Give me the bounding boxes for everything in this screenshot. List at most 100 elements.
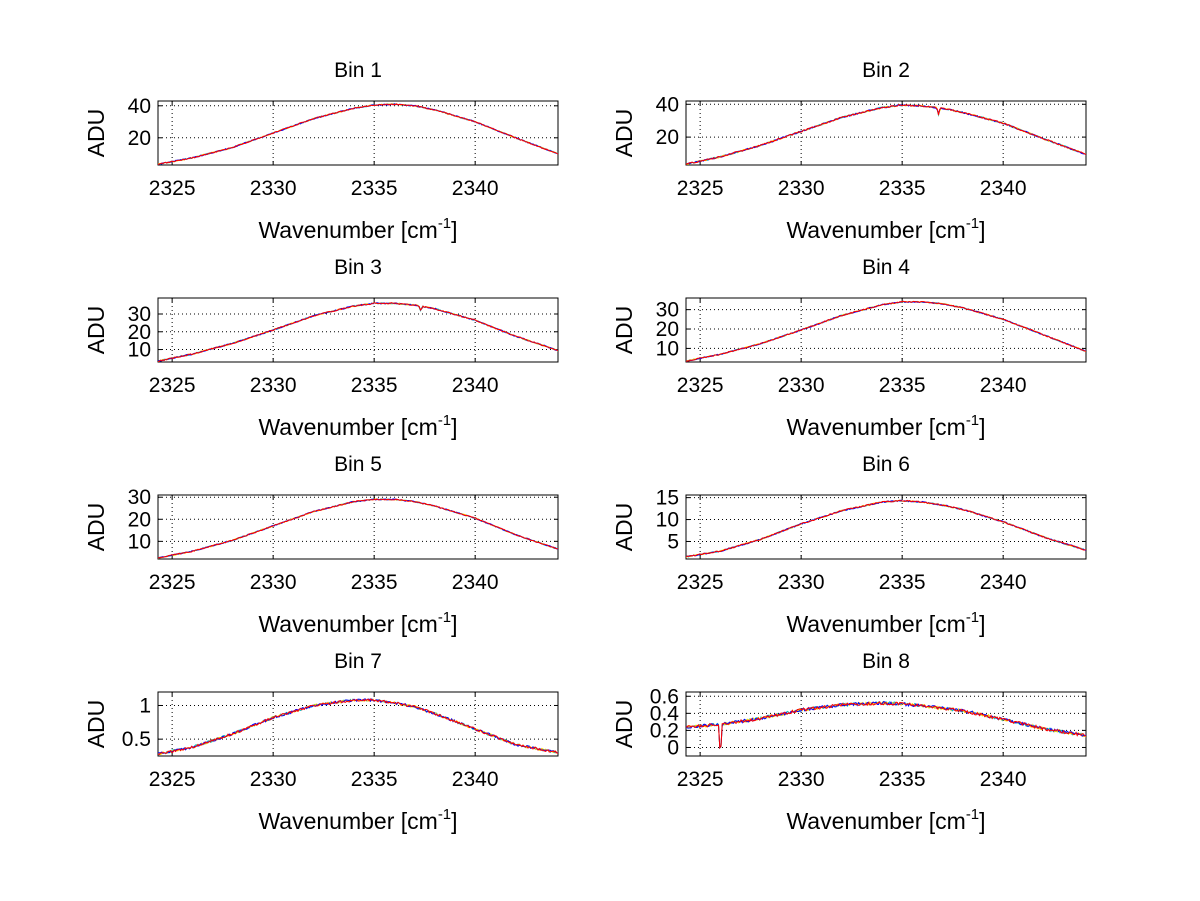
y-axis-label: ADU	[611, 109, 637, 158]
y-axis-label: ADU	[83, 503, 109, 552]
y-tick-label: 5	[667, 530, 679, 553]
x-tick-label: 2335	[351, 177, 398, 200]
subplot-bin-1: 2325 2330 2335 2340 20 40 Bin 1 Wavenumber [cm-…	[83, 59, 559, 243]
y-axis-label: ADU	[611, 306, 637, 355]
x-axis-label-exponent: -1	[438, 215, 451, 232]
x-tick-label: 2325	[677, 374, 724, 397]
x-axis-label: Wavenumber [cm-1]	[258, 215, 457, 243]
x-axis-label: Wavenumber [cm-1]	[786, 215, 985, 243]
x-tick-label: 2335	[879, 177, 926, 200]
subplot-bin-2: 2325 2330 2335 2340 20 40 Bin 2 Wavenumber [cm-…	[611, 59, 1087, 243]
x-axis-label: Wavenumber [cm-1]	[258, 806, 457, 834]
series-trace-4	[686, 701, 1086, 750]
y-tick-label: 40	[656, 93, 679, 116]
subplot-bin-7: 2325 2330 2335 2340 0.5 1 Bin 7 Wavenumber [cm-…	[83, 650, 559, 834]
axes-box	[685, 297, 1087, 363]
y-axis-label: ADU	[83, 306, 109, 355]
x-axis-label-exponent: -1	[966, 215, 979, 232]
series-trace-4	[158, 698, 558, 756]
x-tick-label: 2325	[677, 177, 724, 200]
y-tick-label: 0.6	[650, 685, 679, 708]
series-trace-4	[158, 302, 558, 362]
axes-box	[685, 100, 1087, 166]
y-tick-label: 15	[656, 487, 679, 510]
x-tick-label: 2325	[677, 571, 724, 594]
x-axis-label-exponent: -1	[438, 609, 451, 626]
series-trace-4	[158, 498, 558, 559]
y-tick-label: 30	[656, 299, 679, 322]
x-axis-label-main: Wavenumber [cm	[258, 414, 437, 440]
subplot-title: Bin 8	[862, 650, 910, 673]
axes-box	[157, 297, 559, 363]
x-axis-label-close: ]	[979, 414, 985, 440]
x-axis-label-main: Wavenumber [cm	[786, 217, 965, 243]
x-axis-label-main: Wavenumber [cm	[786, 611, 965, 637]
y-tick-label: 20	[128, 321, 151, 344]
y-axis-label: ADU	[611, 503, 637, 552]
x-axis-label: Wavenumber [cm-1]	[786, 609, 985, 637]
x-axis-label: Wavenumber [cm-1]	[786, 806, 985, 834]
axes-box	[157, 100, 559, 166]
y-axis-label: ADU	[83, 700, 109, 749]
x-tick-label: 2340	[452, 374, 499, 397]
subplot-title: Bin 3	[334, 256, 382, 279]
y-tick-label: 10	[656, 337, 679, 360]
x-tick-label: 2330	[250, 177, 297, 200]
axes-box	[685, 494, 1087, 560]
y-tick-label: 20	[656, 318, 679, 341]
x-tick-label: 2340	[452, 177, 499, 200]
x-axis-label-main: Wavenumber [cm	[258, 217, 437, 243]
y-axis-label: ADU	[83, 109, 109, 158]
axes-box	[157, 494, 559, 560]
x-axis-label-main: Wavenumber [cm	[786, 808, 965, 834]
x-tick-label: 2325	[677, 768, 724, 791]
x-tick-label: 2340	[980, 571, 1027, 594]
y-tick-label: 1	[139, 694, 151, 717]
x-tick-label: 2325	[149, 374, 196, 397]
y-tick-label: 30	[128, 303, 151, 326]
series-trace-4	[686, 499, 1086, 558]
y-tick-label: 30	[128, 486, 151, 509]
x-axis-label-close: ]	[451, 808, 457, 834]
x-axis-label: Wavenumber [cm-1]	[258, 609, 457, 637]
y-tick-label: 10	[656, 509, 679, 532]
x-axis-label-exponent: -1	[966, 806, 979, 823]
subplot-title: Bin 7	[334, 650, 382, 673]
y-tick-label: 20	[656, 126, 679, 149]
x-tick-label: 2325	[149, 768, 196, 791]
x-tick-label: 2325	[149, 177, 196, 200]
y-tick-label: 0.5	[122, 728, 151, 751]
subplot-bin-8: 2325 2330 2335 2340 00.20.40.6 Bin 8 Wavenumbe…	[611, 650, 1087, 834]
x-axis-label-main: Wavenumber [cm	[258, 808, 437, 834]
axes-box	[157, 691, 559, 757]
x-axis-label: Wavenumber [cm-1]	[258, 412, 457, 440]
x-tick-label: 2330	[778, 571, 825, 594]
x-axis-label-exponent: -1	[438, 412, 451, 429]
x-tick-label: 2330	[250, 571, 297, 594]
subplot-title: Bin 4	[862, 256, 910, 279]
x-axis-label-close: ]	[451, 414, 457, 440]
x-axis-label: Wavenumber [cm-1]	[786, 412, 985, 440]
x-tick-label: 2335	[351, 374, 398, 397]
x-tick-label: 2330	[250, 374, 297, 397]
x-axis-label-close: ]	[979, 808, 985, 834]
series-trace-4	[158, 103, 558, 165]
x-tick-label: 2330	[778, 768, 825, 791]
x-tick-label: 2335	[351, 768, 398, 791]
y-tick-label: 0.2	[650, 719, 679, 742]
x-axis-label-exponent: -1	[966, 609, 979, 626]
x-tick-label: 2335	[351, 571, 398, 594]
x-tick-label: 2340	[980, 177, 1027, 200]
x-tick-label: 2335	[879, 768, 926, 791]
x-tick-label: 2340	[980, 374, 1027, 397]
x-axis-label-main: Wavenumber [cm	[258, 611, 437, 637]
y-tick-label: 0.4	[650, 702, 680, 725]
x-tick-label: 2340	[452, 768, 499, 791]
series-trace-3	[686, 700, 1086, 750]
x-axis-label-exponent: -1	[438, 806, 451, 823]
